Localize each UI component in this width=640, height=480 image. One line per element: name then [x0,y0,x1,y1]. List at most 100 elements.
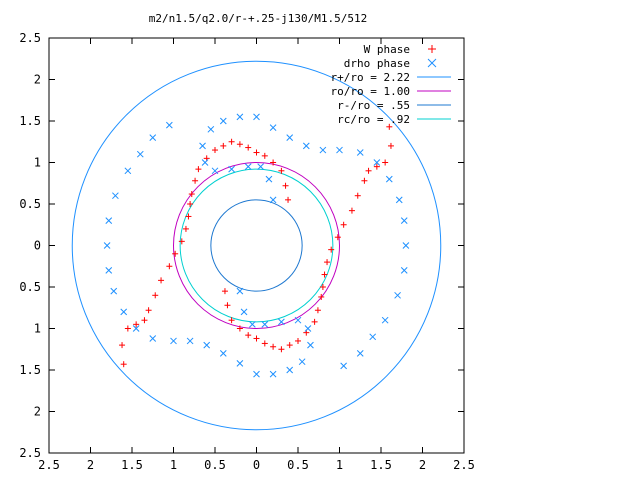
drho-phase-point-28 [236,287,244,295]
drho-phase-point-7 [105,267,113,274]
w-phase-point-56 [224,302,231,309]
drho-phase-point-18 [269,370,277,378]
y-tick-label-3: 1 [34,156,41,170]
w-phase-point-6 [152,292,159,299]
w-phase-point-29 [386,123,393,130]
drho-phase-point-40 [356,149,364,156]
w-phase-point-31 [382,159,389,166]
drho-phase-point-29 [340,362,348,370]
drho-phase-point-14 [203,341,211,349]
x-tick-label-5: 0 [253,458,260,472]
drho-phase-point-54 [244,163,252,171]
circle-0 [71,60,442,431]
w-phase-point-10 [178,238,185,245]
w-phase-point-14 [188,191,195,198]
drho-phase-point-9 [120,308,128,316]
w-phase-point-35 [354,192,361,199]
drho-phase-point-6 [103,242,111,249]
y-tick-label-9: 2 [34,405,41,419]
drho-phase-point-37 [395,196,403,204]
drho-phase-point-35 [402,242,410,249]
drho-phase-point-32 [381,316,389,324]
w-phase-point-54 [236,325,243,332]
w-phase-point-40 [324,259,331,266]
w-phase-point-48 [286,342,293,349]
drho-phase-point-51 [201,159,209,166]
drho-phase-point-36 [400,217,408,224]
x-tick-label-6: 0.5 [287,458,309,472]
w-phase-point-55 [228,317,235,324]
w-phase-point-24 [261,152,268,159]
w-phase-point-28 [285,196,292,203]
y-tick-label-6: 0.5 [19,280,41,294]
w-phase-point-49 [278,346,285,353]
y-tick-label-5: 0 [34,239,41,253]
w-phase-point-44 [314,307,321,314]
drho-phase-point-49 [207,125,215,133]
y-tick-label-7: 1 [34,322,41,336]
drho-phase-point-4 [112,192,119,200]
drho-phase-point-2 [136,150,144,158]
drho-phase-point-13 [186,337,194,345]
drho-phase-point-27 [240,308,248,316]
drho-phase-point-26 [248,320,256,328]
w-phase-point-53 [245,332,252,339]
drho-phase-point-8 [110,287,118,295]
chart-title: m2/n1.5/q2.0/r-+.25-j130/M1.5/512 [149,12,368,25]
drho-phase-point-44 [286,134,294,141]
w-phase-point-52 [253,335,260,342]
legend-label-2: r+/ro = 2.22 [331,71,410,84]
w-phase-point-23 [253,149,260,156]
drho-phase-point-5 [105,217,113,224]
drho-phase-point-20 [298,358,306,366]
w-phase-point-30 [387,142,394,149]
drho-phase-point-3 [124,167,132,175]
w-phase-point-13 [187,201,194,207]
drho-phase-point-56 [265,175,273,183]
w-phase-point-9 [172,250,179,257]
x-tick-label-9: 2 [419,458,426,472]
drho-phase-point-19 [286,366,294,374]
w-phase-point-43 [318,293,325,300]
drho-phase-point-57 [269,196,277,204]
w-phase-point-36 [348,207,355,214]
drho-phase-point-46 [253,113,260,121]
w-phase-point-4 [141,317,148,324]
drho-phase-point-48 [219,117,227,125]
drho-phase-point-39 [373,159,381,166]
drho-phase-point-53 [228,165,235,173]
drho-phase-point-22 [304,325,312,332]
drho-phase-point-45 [269,124,277,131]
w-phase-point-0 [120,361,127,368]
drho-phase-point-11 [149,335,157,342]
w-phase-point-25 [270,159,277,166]
drho-phase-point-1 [149,134,157,141]
x-tick-label-8: 1.5 [370,458,392,472]
w-phase-point-50 [270,343,277,350]
drho-phase-point-30 [356,350,364,357]
w-phase-point-37 [340,221,347,228]
drho-phase-point-41 [336,146,343,154]
w-phase-point-21 [236,141,243,148]
w-phase-point-2 [124,325,131,332]
drho-phase-point-38 [385,175,393,183]
drho-phase-point-55 [257,163,265,171]
circle-2 [210,199,303,292]
drho-phase-point-23 [294,316,302,324]
w-phase-point-34 [361,177,368,184]
drho-phase-point-34 [400,267,408,274]
x-tick-label-4: 0.5 [204,458,226,472]
w-phase-point-1 [119,342,126,349]
drho-phase-point-0 [165,121,173,129]
y-tick-label-0: 2.5 [19,31,41,45]
w-phase-point-16 [195,166,202,173]
legend-label-0: W phase [364,43,410,56]
drho-phase-point-15 [219,350,227,357]
legend-label-4: r-/ro = .55 [337,99,410,112]
w-phase-point-39 [328,246,335,253]
w-phase-point-32 [373,163,380,170]
w-phase-point-38 [334,234,341,241]
y-tick-label-8: 1.5 [19,363,41,377]
drho-phase-point-33 [394,291,401,299]
